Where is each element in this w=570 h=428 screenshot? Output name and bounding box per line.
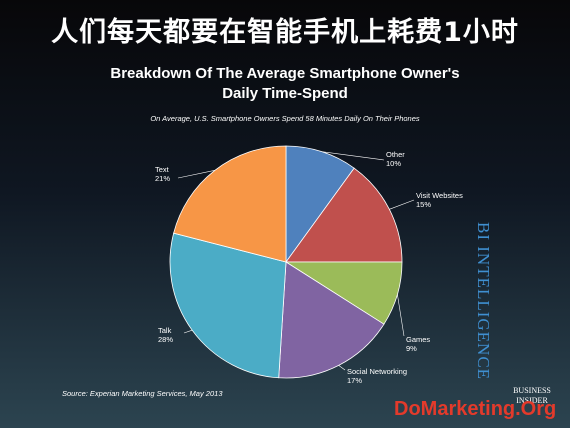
slice-label-name: Other <box>386 150 405 159</box>
business-insider-logo: BUSINESS INSIDER <box>506 386 558 406</box>
logo-line1: BUSINESS <box>513 386 551 395</box>
chart-title-line1: Breakdown Of The Average Smartphone Owne… <box>110 65 460 82</box>
slice-label: Text 21% <box>155 165 170 183</box>
leader-line <box>389 199 415 210</box>
slice-label-value: 9% <box>406 344 417 353</box>
chart-subtitle: On Average, U.S. Smartphone Owners Spend… <box>150 114 420 123</box>
slice-label-name: Visit Websites <box>416 191 463 200</box>
headline: 人们每天都要在智能手机上耗费1小时 <box>51 17 519 48</box>
slice-label: Other 10% <box>386 150 405 168</box>
leader-line <box>183 329 193 334</box>
slice-label-name: Talk <box>158 326 172 335</box>
leader-line <box>177 170 215 179</box>
leader-line <box>321 151 385 161</box>
slice-label-value: 15% <box>416 200 431 209</box>
pie-slice-other <box>285 145 355 264</box>
slice-label: Games 9% <box>406 335 430 353</box>
slice-label-value: 28% <box>158 335 173 344</box>
leader-line <box>397 294 405 337</box>
slice-label: Talk 28% <box>158 326 173 344</box>
logo-line2: INSIDER <box>516 396 548 405</box>
slice-label: Social Networking 17% <box>347 367 407 385</box>
slice-label: Visit Websites 15% <box>416 191 463 209</box>
chart-title-line2: Daily Time-Spend <box>222 85 348 102</box>
slice-label-value: 17% <box>347 376 362 385</box>
pie-slice-visit-websites <box>285 167 403 263</box>
slice-label-name: Text <box>155 165 170 174</box>
bi-intelligence-brand: BI INTELLIGENCE <box>474 222 493 381</box>
slice-label-value: 21% <box>155 174 170 183</box>
chart-title: Breakdown Of The Average Smartphone Owne… <box>0 64 570 104</box>
pie-slice-social-networking <box>278 261 385 379</box>
watermark: DoMarketing.Org <box>394 398 557 420</box>
slice-label-value: 10% <box>386 159 401 168</box>
pie-slice-talk <box>169 232 287 379</box>
slice-label-name: Social Networking <box>347 367 407 376</box>
source-note: Source: Experian Marketing Services, May… <box>62 389 223 398</box>
leader-line <box>338 365 346 371</box>
slice-label-name: Games <box>406 335 430 344</box>
